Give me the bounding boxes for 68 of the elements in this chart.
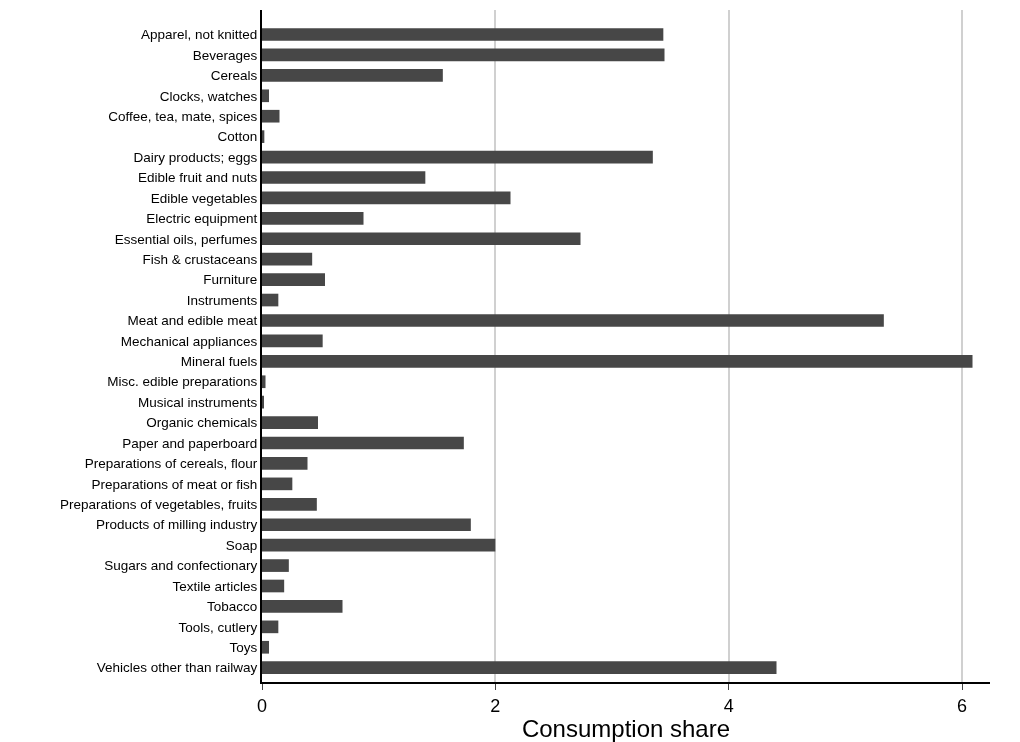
y-tick-label: Meat and edible meat [127, 313, 258, 329]
bar [262, 375, 266, 389]
bar [262, 89, 269, 103]
y-tick-label: Mineral fuels [180, 354, 258, 370]
bar [262, 477, 293, 491]
y-tick-label: Coffee, tea, mate, spices [108, 108, 258, 124]
bar [262, 69, 443, 82]
y-tick-label: Misc. edible preparations [107, 374, 258, 390]
bar [262, 538, 496, 552]
y-tick-label: Vehicles other than railway [96, 660, 258, 676]
x-tick-label: 2 [490, 695, 501, 716]
bar [262, 436, 464, 450]
bar [262, 457, 308, 470]
y-tick-label: Apparel, not knitted [140, 27, 258, 43]
bar [262, 28, 664, 41]
y-tick-label: Cotton [217, 129, 258, 145]
bar [262, 273, 325, 286]
y-tick-label: Essential oils, perfumes [114, 231, 258, 247]
x-tick-label: 6 [956, 695, 968, 716]
bar [262, 559, 289, 572]
bar [262, 252, 313, 266]
y-tick-label: Sugars and confectionary [104, 558, 258, 574]
bar [262, 232, 581, 246]
bar [262, 579, 285, 593]
y-tick-label: Toys [229, 640, 258, 656]
bar [262, 661, 777, 675]
y-tick-label: Clocks, watches [159, 88, 258, 104]
y-tick-label: Dairy products; eggs [133, 149, 258, 165]
y-tick-label: Edible fruit and nuts [137, 170, 258, 186]
y-tick-label: Preparations of meat or fish [91, 476, 258, 492]
bar [262, 600, 343, 613]
bar [262, 640, 269, 654]
bar [262, 354, 973, 368]
y-tick-label: Paper and paperboard [122, 435, 258, 451]
y-tick-label: Tobacco [207, 599, 258, 615]
y-tick-label: Soap [225, 537, 258, 553]
y-tick-label: Fish & crustaceans [142, 251, 258, 267]
y-tick-label: Beverages [192, 47, 258, 63]
bar [262, 191, 511, 205]
bar [262, 130, 265, 143]
bar [262, 150, 653, 164]
bar [262, 48, 665, 62]
bar [262, 314, 884, 327]
y-tick-label: Furniture [203, 272, 258, 288]
y-tick-label: Products of milling industry [95, 517, 258, 533]
bar [262, 293, 279, 307]
bar [262, 518, 471, 532]
x-tick-label: 0 [256, 695, 268, 716]
bar [262, 171, 426, 184]
y-tick-label: Organic chemicals [146, 415, 258, 431]
bar [262, 497, 317, 511]
y-tick-label: Textile articles [172, 578, 258, 594]
bar [262, 334, 323, 348]
y-tick-label: Preparations of cereals, flour [84, 456, 258, 472]
y-tick-label: Instruments [186, 292, 258, 308]
y-tick-label: Preparations of vegetables, fruits [59, 497, 258, 513]
x-axis-title: Consumption share [521, 715, 731, 742]
y-tick-label: Cereals [210, 68, 258, 84]
y-tick-label: Electric equipment [146, 211, 258, 227]
y-tick-label: Edible vegetables [150, 190, 258, 206]
y-tick-label: Musical instruments [138, 394, 258, 410]
bar [262, 620, 279, 634]
bar [262, 416, 318, 429]
x-tick-label: 4 [723, 695, 734, 716]
bar [262, 109, 280, 123]
bar [262, 212, 364, 225]
y-tick-label: Mechanical appliances [120, 333, 258, 349]
y-tick-label: Tools, cutlery [178, 619, 258, 635]
